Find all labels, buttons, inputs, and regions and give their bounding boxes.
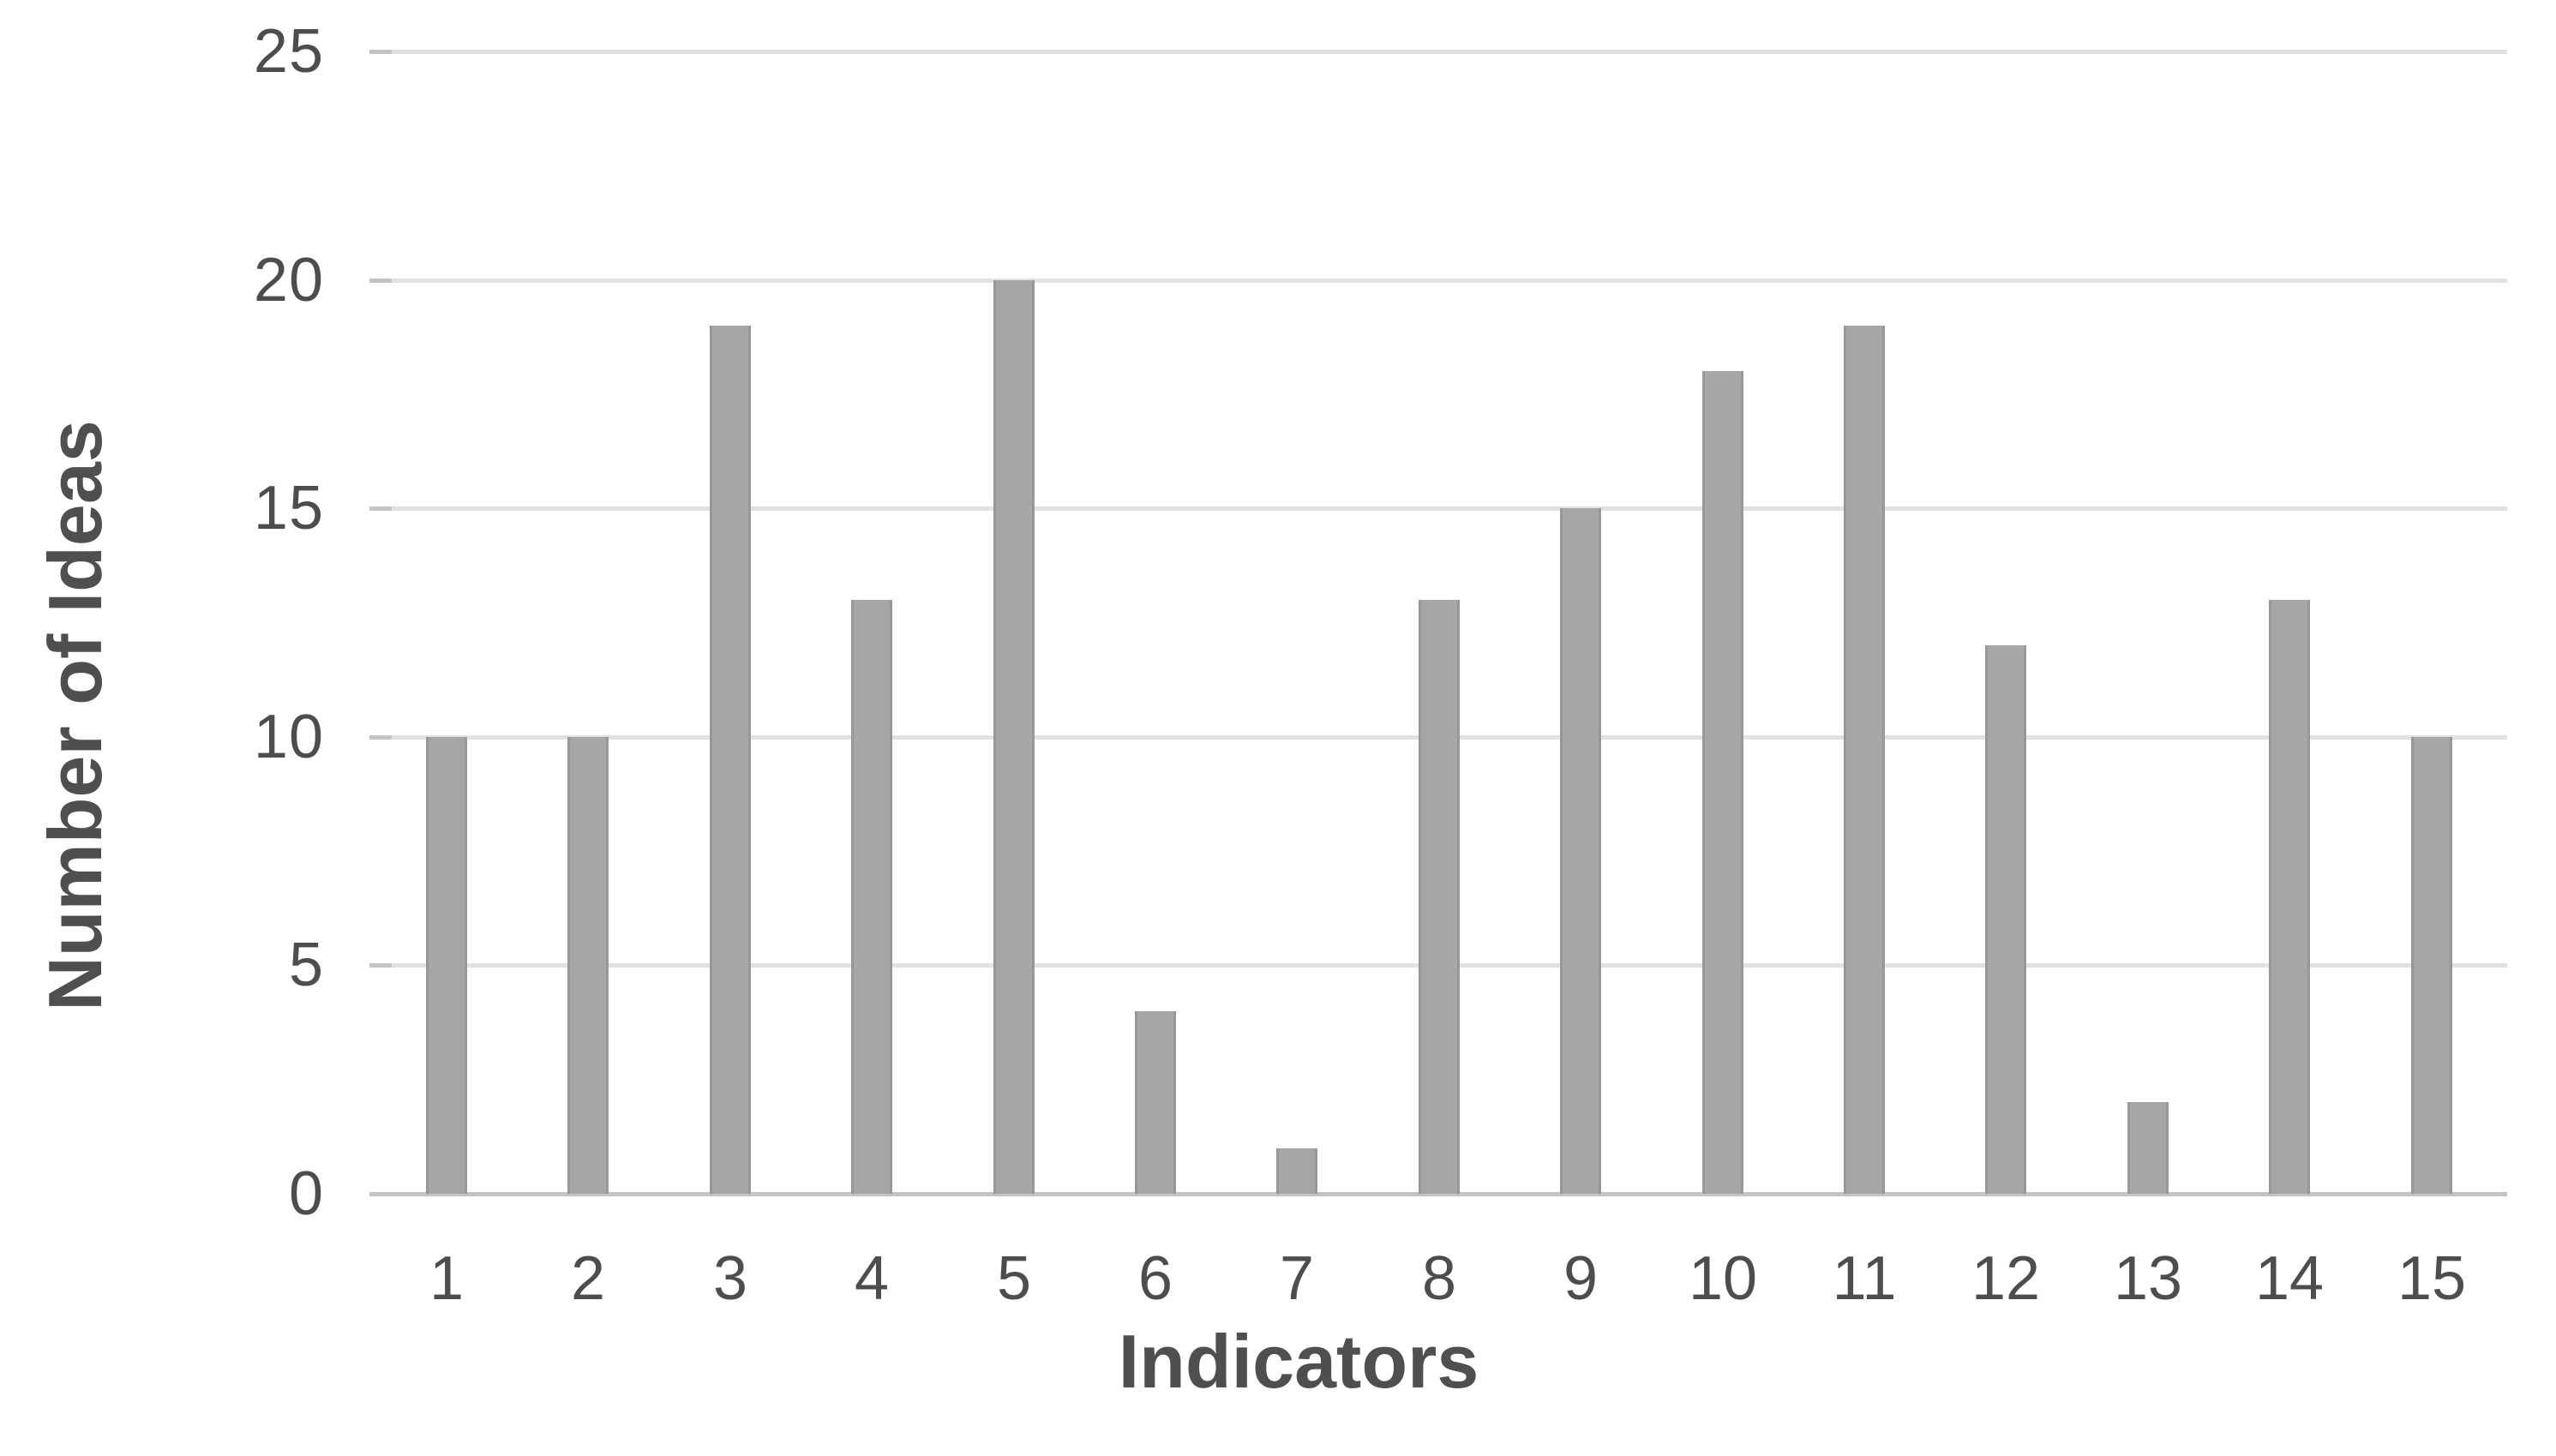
- x-tick-label: 14: [2254, 1244, 2325, 1313]
- bar: [710, 326, 751, 1194]
- x-tick-label: 11: [1832, 1244, 1897, 1313]
- bar: [1135, 1011, 1176, 1194]
- x-tick-label: 13: [2113, 1244, 2183, 1313]
- bar: [1276, 1148, 1317, 1194]
- y-tick-label: 5: [288, 931, 324, 999]
- y-axis-tick: [369, 735, 392, 740]
- bar: [2411, 737, 2452, 1194]
- bar: [993, 280, 1035, 1194]
- gridline: [392, 279, 2507, 283]
- gridline: [392, 50, 2507, 54]
- y-axis-tick: [369, 1192, 392, 1196]
- y-tick-label: 0: [288, 1159, 324, 1228]
- y-axis-title: Number of Ideas: [33, 420, 117, 1011]
- x-tick-label: 2: [570, 1244, 606, 1313]
- x-tick-label: 7: [1279, 1244, 1315, 1313]
- bar: [1702, 371, 1743, 1194]
- x-tick-label: 4: [854, 1244, 890, 1313]
- x-tick-label: 5: [996, 1244, 1032, 1313]
- x-tick-label: 15: [2397, 1244, 2467, 1313]
- x-tick-label: 6: [1137, 1244, 1173, 1313]
- x-tick-label: 3: [712, 1244, 748, 1313]
- x-axis-line: [392, 1192, 2507, 1196]
- bar: [1419, 600, 1460, 1194]
- bar: [1985, 645, 2026, 1194]
- gridline: [392, 506, 2507, 511]
- y-axis-tick: [369, 506, 392, 511]
- bar: [567, 737, 609, 1194]
- bar: [2127, 1102, 2169, 1194]
- x-tick-label: 9: [1563, 1244, 1599, 1313]
- x-tick-label: 10: [1688, 1244, 1758, 1313]
- bar: [1844, 326, 1885, 1194]
- y-axis-tick: [369, 963, 392, 968]
- y-axis-tick: [369, 50, 392, 54]
- bar: [2269, 600, 2310, 1194]
- bar: [851, 600, 892, 1194]
- y-tick-label: 20: [253, 246, 324, 315]
- x-tick-label: 1: [429, 1244, 465, 1313]
- x-tick-label: 12: [1971, 1244, 2041, 1313]
- y-tick-label: 25: [253, 17, 324, 86]
- x-tick-label: 8: [1421, 1244, 1457, 1313]
- y-axis-tick: [369, 279, 392, 283]
- y-tick-label: 15: [253, 474, 324, 542]
- bar: [1560, 508, 1601, 1194]
- y-tick-label: 10: [253, 703, 324, 771]
- bar: [426, 737, 467, 1194]
- x-axis-title: Indicators: [1118, 1319, 1479, 1404]
